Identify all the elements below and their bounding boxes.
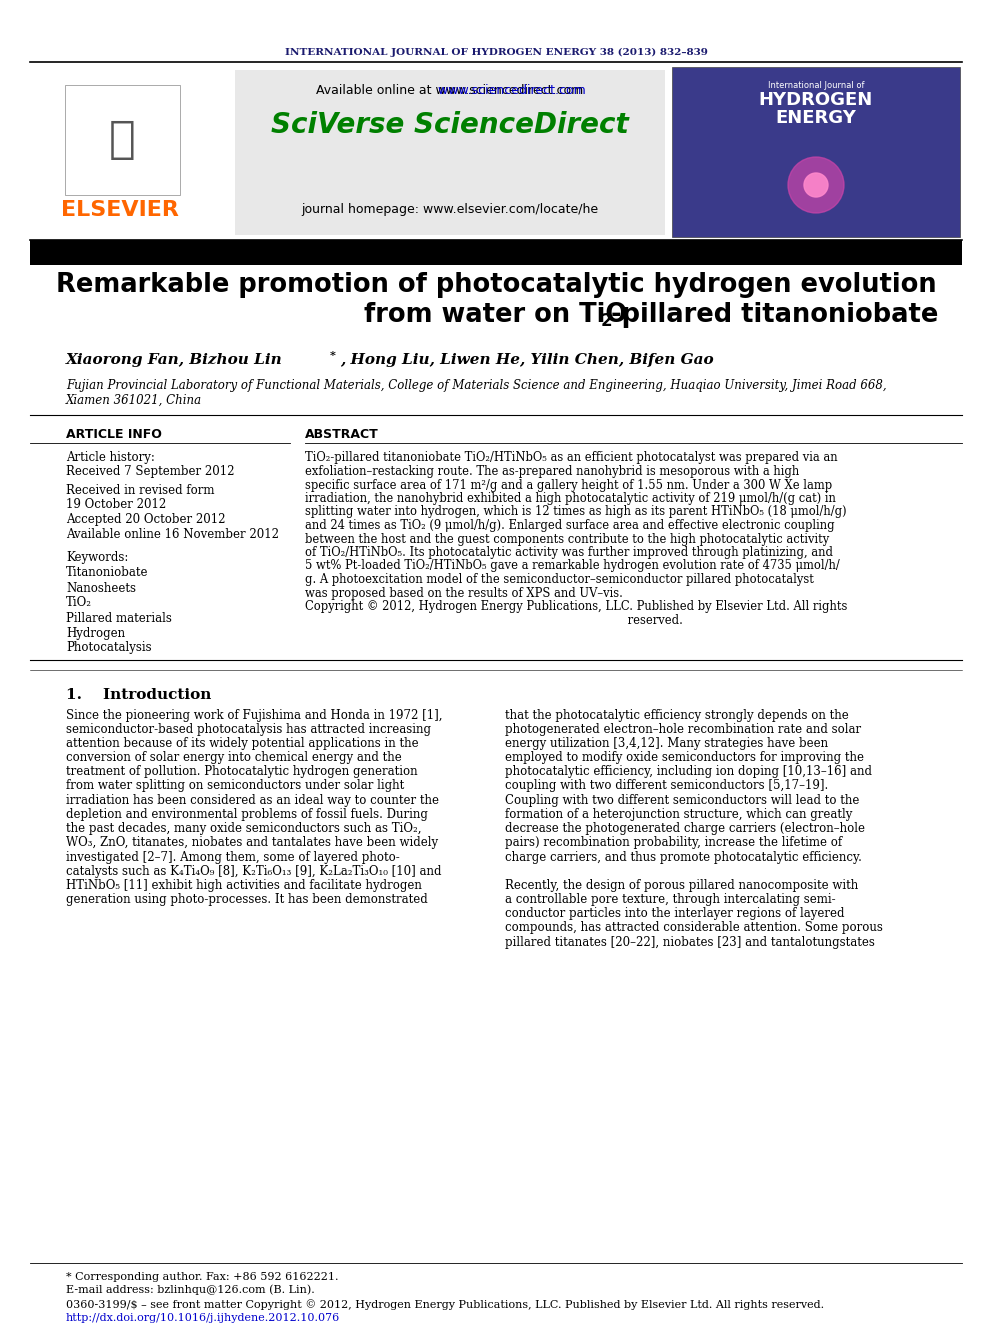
Text: International Journal of: International Journal of [768,81,864,90]
Text: Received 7 September 2012: Received 7 September 2012 [66,466,234,479]
Text: Hydrogen: Hydrogen [66,627,125,639]
Text: from water on TiO: from water on TiO [364,302,628,328]
Text: HTiNbO₅ [11] exhibit high activities and facilitate hydrogen: HTiNbO₅ [11] exhibit high activities and… [66,878,422,892]
Text: conversion of solar energy into chemical energy and the: conversion of solar energy into chemical… [66,751,402,765]
Text: journal homepage: www.elsevier.com/locate/he: journal homepage: www.elsevier.com/locat… [302,204,598,217]
Text: Pillared materials: Pillared materials [66,611,172,624]
Text: Nanosheets: Nanosheets [66,582,136,594]
Text: between the host and the guest components contribute to the high photocatalytic : between the host and the guest component… [305,532,829,545]
Text: Remarkable promotion of photocatalytic hydrogen evolution: Remarkable promotion of photocatalytic h… [56,273,936,298]
Text: Keywords:: Keywords: [66,552,128,565]
Text: irradiation has been considered as an ideal way to counter the: irradiation has been considered as an id… [66,794,439,807]
Text: the past decades, many oxide semiconductors such as TiO₂,: the past decades, many oxide semiconduct… [66,822,422,835]
Text: 1.    Introduction: 1. Introduction [66,688,211,703]
FancyBboxPatch shape [235,70,665,235]
Text: Since the pioneering work of Fujishima and Honda in 1972 [1],: Since the pioneering work of Fujishima a… [66,709,442,721]
Text: depletion and environmental problems of fossil fuels. During: depletion and environmental problems of … [66,808,428,820]
Text: generation using photo-processes. It has been demonstrated: generation using photo-processes. It has… [66,893,428,906]
Text: that the photocatalytic efficiency strongly depends on the: that the photocatalytic efficiency stron… [505,709,849,721]
Text: g. A photoexcitation model of the semiconductor–semiconductor pillared photocata: g. A photoexcitation model of the semico… [305,573,813,586]
Circle shape [804,173,828,197]
Text: TiO₂-pillared titanoniobate TiO₂/HTiNbO₅ as an efficient photocatalyst was prepa: TiO₂-pillared titanoniobate TiO₂/HTiNbO₅… [305,451,837,464]
Text: Copyright © 2012, Hydrogen Energy Publications, LLC. Published by Elsevier Ltd. : Copyright © 2012, Hydrogen Energy Public… [305,601,847,613]
Text: Fujian Provincial Laboratory of Functional Materials, College of Materials Scien: Fujian Provincial Laboratory of Function… [66,378,887,392]
FancyBboxPatch shape [30,239,962,265]
Text: attention because of its widely potential applications in the: attention because of its widely potentia… [66,737,419,750]
FancyBboxPatch shape [672,67,960,237]
Text: Titanoniobate: Titanoniobate [66,566,149,579]
Text: photocatalytic efficiency, including ion doping [10,13–16] and: photocatalytic efficiency, including ion… [505,765,872,778]
Text: treatment of pollution. Photocatalytic hydrogen generation: treatment of pollution. Photocatalytic h… [66,765,418,778]
Text: WO₃, ZnO, titanates, niobates and tantalates have been widely: WO₃, ZnO, titanates, niobates and tantal… [66,836,438,849]
Text: conductor particles into the interlayer regions of layered: conductor particles into the interlayer … [505,908,844,921]
Text: Received in revised form: Received in revised form [66,483,214,496]
Text: http://dx.doi.org/10.1016/j.ijhydene.2012.10.076: http://dx.doi.org/10.1016/j.ijhydene.201… [66,1312,340,1323]
Text: ENERGY: ENERGY [776,108,856,127]
Text: -pillared titanoniobate: -pillared titanoniobate [611,302,938,328]
Text: Photocatalysis: Photocatalysis [66,642,152,655]
Text: formation of a heterojunction structure, which can greatly: formation of a heterojunction structure,… [505,808,852,820]
Text: reserved.: reserved. [305,614,682,627]
Text: 0360-3199/$ – see front matter Copyright © 2012, Hydrogen Energy Publications, L: 0360-3199/$ – see front matter Copyright… [66,1299,824,1310]
Text: splitting water into hydrogen, which is 12 times as high as its parent HTiNbO₅ (: splitting water into hydrogen, which is … [305,505,846,519]
Text: ELSEVIER: ELSEVIER [62,200,179,220]
Text: pairs) recombination probability, increase the lifetime of: pairs) recombination probability, increa… [505,836,842,849]
Text: semiconductor-based photocatalysis has attracted increasing: semiconductor-based photocatalysis has a… [66,722,431,736]
Text: coupling with two different semiconductors [5,17–19].: coupling with two different semiconducto… [505,779,828,792]
Text: was proposed based on the results of XPS and UV–vis.: was proposed based on the results of XPS… [305,586,623,599]
Text: investigated [2–7]. Among them, some of layered photo-: investigated [2–7]. Among them, some of … [66,851,400,864]
Text: Article history:: Article history: [66,451,155,464]
Text: * Corresponding author. Fax: +86 592 6162221.: * Corresponding author. Fax: +86 592 616… [66,1271,338,1282]
Text: 2: 2 [601,312,613,329]
Text: employed to modify oxide semiconductors for improving the: employed to modify oxide semiconductors … [505,751,864,765]
Text: charge carriers, and thus promote photocatalytic efficiency.: charge carriers, and thus promote photoc… [505,851,862,864]
Text: photogenerated electron–hole recombination rate and solar: photogenerated electron–hole recombinati… [505,722,861,736]
Text: 🌳: 🌳 [109,119,135,161]
Text: of TiO₂/HTiNbO₅. Its photocatalytic activity was further improved through platin: of TiO₂/HTiNbO₅. Its photocatalytic acti… [305,546,833,560]
Text: *: * [330,349,336,360]
Text: a controllable pore texture, through intercalating semi-: a controllable pore texture, through int… [505,893,835,906]
Text: pillared titanates [20–22], niobates [23] and tantalotungstates: pillared titanates [20–22], niobates [23… [505,935,875,949]
Text: INTERNATIONAL JOURNAL OF HYDROGEN ENERGY 38 (2013) 832–839: INTERNATIONAL JOURNAL OF HYDROGEN ENERGY… [285,48,707,57]
Text: compounds, has attracted considerable attention. Some porous: compounds, has attracted considerable at… [505,922,883,934]
Text: Recently, the design of porous pillared nanocomposite with: Recently, the design of porous pillared … [505,878,858,892]
Text: specific surface area of 171 m²/g and a gallery height of 1.55 nm. Under a 300 W: specific surface area of 171 m²/g and a … [305,479,832,492]
Text: energy utilization [3,4,12]. Many strategies have been: energy utilization [3,4,12]. Many strate… [505,737,828,750]
Text: Available online 16 November 2012: Available online 16 November 2012 [66,528,279,541]
Text: TiO₂: TiO₂ [66,597,92,610]
Text: 19 October 2012: 19 October 2012 [66,499,167,512]
Text: , Hong Liu, Liwen He, Yilin Chen, Bifen Gao: , Hong Liu, Liwen He, Yilin Chen, Bifen … [340,353,713,366]
Text: Xiaorong Fan, Bizhou Lin: Xiaorong Fan, Bizhou Lin [66,353,283,366]
Text: Available online at www.sciencedirect.com: Available online at www.sciencedirect.co… [316,83,583,97]
Text: www.sciencedirect.com: www.sciencedirect.com [314,83,586,97]
Text: irradiation, the nanohybrid exhibited a high photocatalytic activity of 219 μmol: irradiation, the nanohybrid exhibited a … [305,492,836,505]
Text: Accepted 20 October 2012: Accepted 20 October 2012 [66,513,225,527]
Text: SciVerse ScienceDirect: SciVerse ScienceDirect [271,111,629,139]
Text: Coupling with two different semiconductors will lead to the: Coupling with two different semiconducto… [505,794,859,807]
FancyBboxPatch shape [65,85,180,194]
Text: 5 wt% Pt-loaded TiO₂/HTiNbO₅ gave a remarkable hydrogen evolution rate of 4735 μ: 5 wt% Pt-loaded TiO₂/HTiNbO₅ gave a rema… [305,560,840,573]
Text: catalysts such as K₄Ti₄O₉ [8], K₂Ti₆O₁₃ [9], K₂La₂Ti₃O₁₀ [10] and: catalysts such as K₄Ti₄O₉ [8], K₂Ti₆O₁₃ … [66,865,441,877]
Text: E-mail address: bzlinhqu@126.com (B. Lin).: E-mail address: bzlinhqu@126.com (B. Lin… [66,1285,314,1295]
Text: exfoliation–restacking route. The as-prepared nanohybrid is mesoporous with a hi: exfoliation–restacking route. The as-pre… [305,464,800,478]
Text: from water splitting on semiconductors under solar light: from water splitting on semiconductors u… [66,779,405,792]
Text: ARTICLE INFO: ARTICLE INFO [66,429,162,442]
Text: HYDROGEN: HYDROGEN [759,91,873,108]
Circle shape [788,157,844,213]
Text: and 24 times as TiO₂ (9 μmol/h/g). Enlarged surface area and effective electroni: and 24 times as TiO₂ (9 μmol/h/g). Enlar… [305,519,834,532]
Text: ABSTRACT: ABSTRACT [305,429,379,442]
Text: decrease the photogenerated charge carriers (electron–hole: decrease the photogenerated charge carri… [505,822,865,835]
Text: Xiamen 361021, China: Xiamen 361021, China [66,393,202,406]
